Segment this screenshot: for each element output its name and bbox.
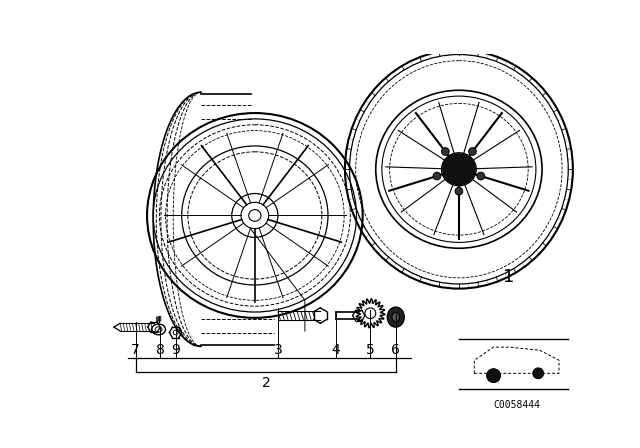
Circle shape (442, 148, 449, 155)
Ellipse shape (443, 154, 475, 185)
Text: C0058444: C0058444 (493, 400, 540, 410)
Text: 1: 1 (503, 268, 515, 286)
Circle shape (477, 172, 484, 180)
Ellipse shape (486, 369, 500, 383)
Text: 5: 5 (366, 343, 375, 357)
Ellipse shape (387, 307, 404, 327)
Text: 2: 2 (262, 375, 271, 390)
Text: 7: 7 (131, 343, 140, 357)
Text: 9: 9 (171, 343, 180, 357)
Circle shape (433, 172, 441, 180)
Ellipse shape (533, 368, 543, 379)
Ellipse shape (392, 313, 399, 322)
Text: 3: 3 (273, 343, 282, 357)
Ellipse shape (451, 162, 467, 177)
Text: 8: 8 (156, 343, 164, 357)
Text: 6: 6 (391, 343, 400, 357)
Circle shape (468, 148, 476, 155)
Circle shape (455, 187, 463, 195)
Text: 4: 4 (332, 343, 340, 357)
